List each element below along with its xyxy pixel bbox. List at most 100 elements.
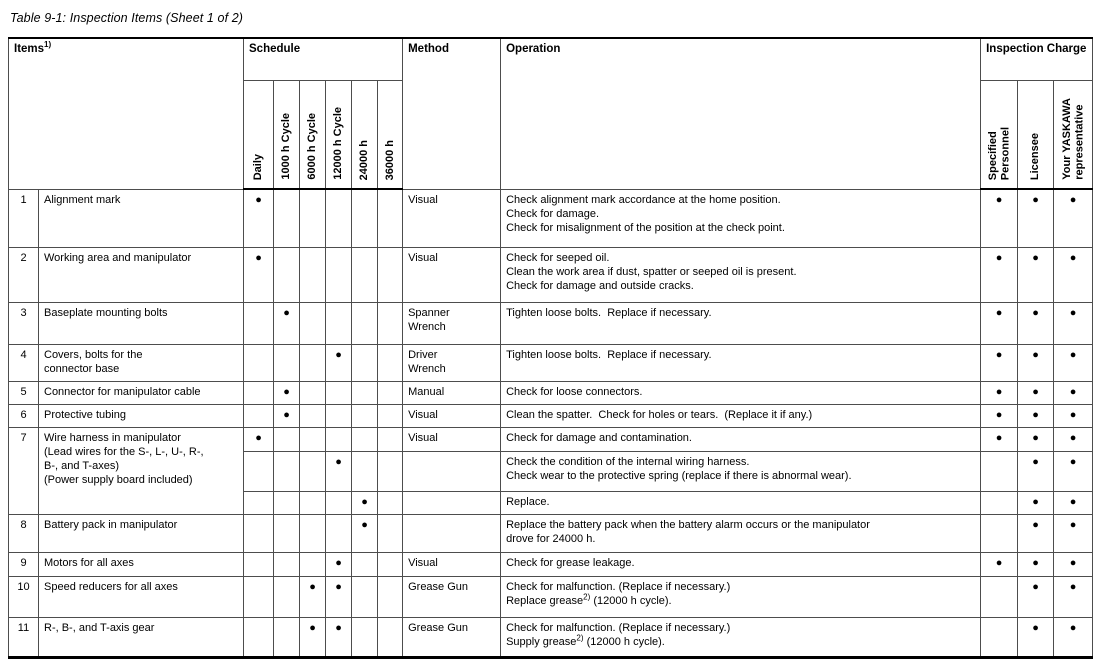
schedule-col-header-36000h: 36000 h	[377, 79, 404, 190]
schedule-col-header-1000h: 1000 h Cycle	[273, 79, 301, 190]
method-cell: Grease Gun	[402, 616, 502, 658]
schedule-mark-cell	[243, 490, 275, 515]
charge-mark-cell: ●	[1053, 513, 1094, 553]
method-cell: Visual	[402, 426, 502, 452]
charge-mark-cell: ●	[980, 403, 1019, 428]
schedule-mark-cell	[351, 380, 379, 405]
schedule-mark-cell	[351, 246, 379, 303]
method-cell	[402, 490, 502, 515]
charge-mark-cell: ●	[980, 188, 1019, 248]
row-number-cell: 4	[8, 343, 39, 382]
schedule-mark-cell: ●	[243, 188, 275, 248]
schedule-mark-cell	[377, 513, 404, 553]
charge-mark-cell: ●	[1053, 301, 1094, 345]
item-cell: Covers, bolts for the connector base	[37, 343, 245, 382]
schedule-mark-cell	[351, 301, 379, 345]
schedule-mark-cell: ●	[325, 551, 353, 577]
charge-mark-cell	[980, 490, 1019, 515]
schedule-mark-cell	[377, 450, 404, 492]
charge-mark-cell: ●	[1053, 403, 1094, 428]
method-cell	[402, 450, 502, 492]
inspection-items-table: Items1) Schedule Method Operation Inspec…	[7, 37, 1094, 659]
schedule-mark-cell	[273, 616, 301, 658]
method-cell: Visual	[402, 188, 502, 248]
schedule-mark-cell	[325, 301, 353, 345]
items-footnote-ref: 1)	[44, 40, 52, 50]
schedule-mark-cell	[351, 551, 379, 577]
charge-mark-cell: ●	[1053, 616, 1094, 658]
schedule-mark-cell	[299, 403, 327, 428]
schedule-mark-cell	[243, 301, 275, 345]
schedule-mark-cell	[273, 513, 301, 553]
table-row: ● Check the condition of the internal wi…	[9, 450, 1094, 492]
schedule-mark-cell: ●	[299, 616, 327, 658]
schedule-mark-cell	[243, 513, 275, 553]
schedule-mark-cell	[325, 380, 353, 405]
schedule-mark-cell	[273, 246, 301, 303]
schedule-mark-cell: ●	[325, 575, 353, 618]
schedule-mark-cell	[377, 551, 404, 577]
table-row: 1 Alignment mark ● Visual Check alignmen…	[8, 188, 1094, 248]
table-row: 4 Covers, bolts for the connector base ●…	[8, 343, 1094, 382]
footnote-ref: 2)	[583, 591, 591, 601]
schedule-mark-cell	[243, 403, 275, 428]
charge-mark-cell: ●	[1017, 301, 1055, 345]
row-number-cell: 11	[8, 616, 39, 658]
method-cell: Grease Gun	[402, 575, 502, 618]
table-row: 8 Battery pack in manipulator ● Replace …	[8, 513, 1094, 553]
operation-cell: Tighten loose bolts. Replace if necessar…	[500, 343, 982, 382]
schedule-mark-cell: ●	[273, 380, 301, 405]
operation-cell: Check for malfunction. (Replace if neces…	[500, 575, 982, 618]
charge-mark-cell	[980, 575, 1019, 618]
charge-mark-cell: ●	[1053, 575, 1094, 618]
schedule-mark-cell	[377, 188, 404, 248]
operation-header: Operation	[500, 37, 982, 190]
schedule-mark-cell	[243, 450, 275, 492]
schedule-mark-cell	[273, 575, 301, 618]
schedule-mark-cell	[377, 575, 404, 618]
row-number-cell: 6	[8, 403, 39, 428]
method-cell: Visual	[402, 551, 502, 577]
row-number-cell: 3	[8, 301, 39, 345]
charge-mark-cell: ●	[1017, 551, 1055, 577]
schedule-mark-cell	[273, 188, 301, 248]
schedule-mark-cell	[273, 426, 301, 452]
table-row: 10 Speed reducers for all axes ● ● Greas…	[8, 575, 1094, 618]
schedule-mark-cell	[299, 551, 327, 577]
schedule-mark-cell	[299, 513, 327, 553]
operation-cell: Check for damage and contamination.	[500, 426, 982, 452]
items-header: Items1)	[7, 37, 245, 190]
charge-mark-cell: ●	[980, 246, 1019, 303]
row-number-cell: 1	[8, 188, 39, 248]
table-row: 3 Baseplate mounting bolts ● Spanner Wre…	[8, 301, 1094, 345]
header-row-top: Items1) Schedule Method Operation Inspec…	[7, 37, 1094, 190]
schedule-mark-cell	[351, 403, 379, 428]
schedule-mark-cell	[377, 301, 404, 345]
charge-mark-cell: ●	[1053, 380, 1094, 405]
schedule-mark-cell	[377, 403, 404, 428]
charge-mark-cell: ●	[1053, 450, 1094, 492]
schedule-mark-cell	[377, 380, 404, 405]
charge-mark-cell: ●	[980, 426, 1019, 452]
charge-mark-cell: ●	[1017, 380, 1055, 405]
schedule-mark-cell	[273, 490, 301, 515]
schedule-mark-cell	[325, 490, 353, 515]
charge-mark-cell: ●	[980, 301, 1019, 345]
table-row: 9 Motors for all axes ● Visual Check for…	[8, 551, 1094, 577]
schedule-mark-cell	[243, 551, 275, 577]
schedule-mark-cell	[243, 575, 275, 618]
operation-cell: Clean the spatter. Check for holes or te…	[500, 403, 982, 428]
schedule-mark-cell	[377, 426, 404, 452]
charge-mark-cell: ●	[1017, 513, 1055, 553]
schedule-mark-cell	[299, 301, 327, 345]
schedule-col-header-12000h: 12000 h Cycle	[325, 79, 353, 190]
schedule-mark-cell	[325, 513, 353, 553]
item-cell: R-, B-, and T-axis gear	[37, 616, 245, 658]
schedule-mark-cell: ●	[325, 450, 353, 492]
method-cell	[402, 513, 502, 553]
charge-mark-cell: ●	[1017, 188, 1055, 248]
schedule-mark-cell: ●	[325, 616, 353, 658]
operation-cell: Check for malfunction. (Replace if neces…	[500, 616, 982, 658]
schedule-col-header-daily: Daily	[243, 79, 275, 190]
